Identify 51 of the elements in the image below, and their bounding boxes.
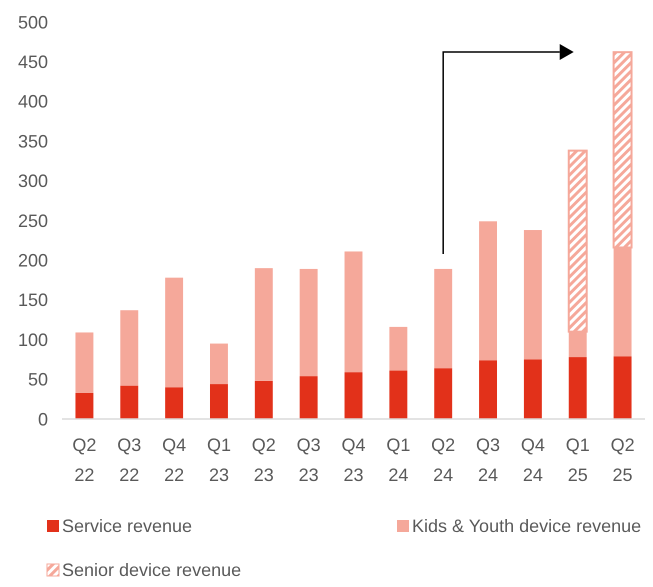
bar: [210, 384, 228, 419]
bar: [434, 368, 452, 419]
y-tick-label: 500: [18, 12, 48, 32]
bar: [524, 230, 542, 360]
y-tick-label: 250: [18, 210, 48, 231]
bar: [75, 392, 94, 419]
y-tick-label: 0: [38, 409, 48, 430]
bar: [120, 386, 138, 419]
y-tick-label: 50: [28, 370, 48, 390]
bar: [389, 370, 408, 419]
bar: [254, 268, 273, 381]
y-tick-label: 400: [18, 92, 48, 112]
bar: [210, 344, 228, 384]
bar: [344, 251, 362, 372]
legend-label: Senior device revenue: [62, 560, 242, 580]
y-tick-label: 150: [18, 290, 48, 310]
x-tick-label: Q2 23: [252, 435, 276, 485]
legend-label: Kids & Youth device revenue: [412, 516, 642, 536]
bar: [434, 268, 452, 368]
bar: [479, 221, 498, 360]
x-tick-label: Q4 24: [520, 435, 545, 485]
x-tick-label: Q1 23: [206, 435, 231, 485]
bar: [254, 380, 273, 419]
x-tick-label: Q4 22: [162, 435, 186, 485]
x-tick-label: Q1 24: [386, 435, 410, 485]
x-tick-label: Q2 22: [72, 435, 96, 485]
bar: [120, 310, 138, 386]
x-tick-label: Q3 23: [296, 435, 321, 485]
bar: [389, 326, 408, 371]
legend-label: Service revenue: [62, 516, 192, 536]
bar: [300, 376, 318, 419]
bar: [75, 332, 94, 393]
bar: [165, 387, 184, 419]
bar: [344, 372, 362, 419]
x-tick-label: Q2 25: [610, 435, 635, 485]
bar: [614, 356, 632, 419]
bar: [568, 357, 587, 419]
x-tick-label: Q1 25: [566, 435, 590, 485]
bar: [165, 278, 184, 388]
y-tick-label: 300: [18, 171, 48, 192]
x-tick-label: Q3 24: [476, 435, 500, 485]
bar: [479, 360, 498, 419]
x-tick-label: Q2 24: [431, 435, 456, 485]
bar: [524, 359, 542, 419]
y-tick-label: 100: [18, 330, 48, 350]
y-tick-label: 200: [18, 250, 48, 270]
bar: [300, 268, 318, 376]
y-tick-label: 350: [18, 131, 48, 152]
x-tick-label: Q3 22: [117, 435, 142, 485]
y-tick-label: 450: [18, 52, 48, 72]
x-tick-label: Q4 23: [341, 435, 366, 485]
